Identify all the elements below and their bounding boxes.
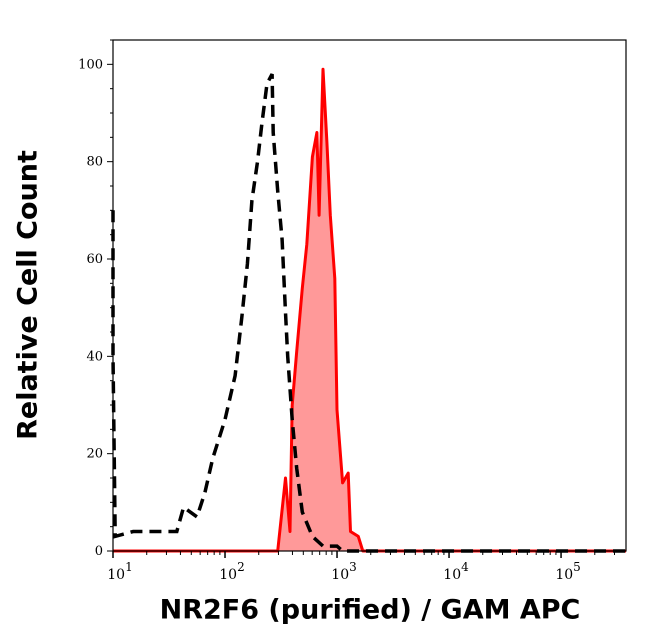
y-tick-label: 40 bbox=[86, 349, 103, 364]
plot-frame bbox=[112, 39, 627, 552]
series-fill-area bbox=[113, 69, 626, 551]
y-tick-label: 0 bbox=[95, 544, 103, 559]
y-tick-label: 80 bbox=[86, 155, 103, 170]
x-tick-label: 104 bbox=[443, 560, 469, 583]
series-line-dashed bbox=[111, 73, 626, 553]
x-tick-label: 103 bbox=[331, 560, 356, 583]
y-tick-label: 60 bbox=[86, 252, 103, 267]
y-axis-label: Relative Cell Count bbox=[12, 150, 44, 440]
x-tick-label: 102 bbox=[219, 560, 244, 583]
x-axis-label: NR2F6 (purified) / GAM APC bbox=[159, 594, 581, 626]
y-tick-label: 20 bbox=[86, 447, 103, 462]
x-tick-label: 101 bbox=[107, 560, 132, 583]
x-tick-label: 105 bbox=[555, 560, 580, 583]
series-line-filled bbox=[113, 67, 626, 553]
y-tick-label: 100 bbox=[78, 57, 103, 72]
